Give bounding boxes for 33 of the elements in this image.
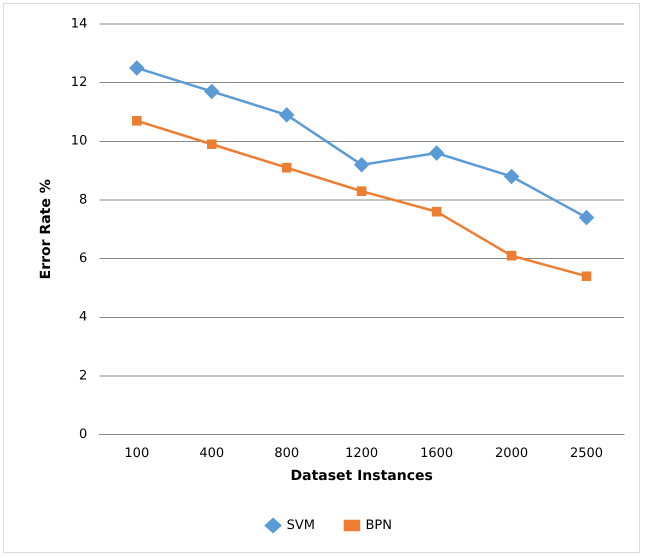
x-tick-label: 800 [274,446,300,461]
point [204,84,220,99]
point [582,271,592,282]
legend-label: SVM [286,518,315,533]
y-axis-title: Error Rate % [38,179,54,280]
x-tick-label: 2000 [495,446,528,461]
y-tick-label: 6 [79,251,88,266]
y-tick-label: 2 [79,368,88,384]
y-tick-label: 10 [70,134,88,149]
point [279,108,294,122]
y-tick-label: 12 [70,75,88,90]
point [354,158,369,172]
point [506,250,516,260]
y-tick-label: 0 [79,426,88,442]
point [356,186,366,196]
point [132,116,142,126]
point [429,146,444,160]
x-tick-label: 100 [124,446,150,461]
x-tick-label: 1600 [420,446,454,461]
x-axis-title: Dataset Instances [290,468,433,484]
x-tick-label: 1200 [345,446,378,461]
point [206,139,217,150]
x-tick-label: 2500 [570,446,604,461]
y-tick-label: 4 [79,310,88,325]
x-tick-label: 400 [199,446,224,461]
point [504,169,519,184]
point [579,210,594,225]
legend-label: BPN [365,518,392,533]
y-tick-label: 8 [79,192,88,208]
y-tick-label: 14 [70,16,88,32]
point [282,162,292,172]
point [432,206,442,216]
point [130,60,144,76]
